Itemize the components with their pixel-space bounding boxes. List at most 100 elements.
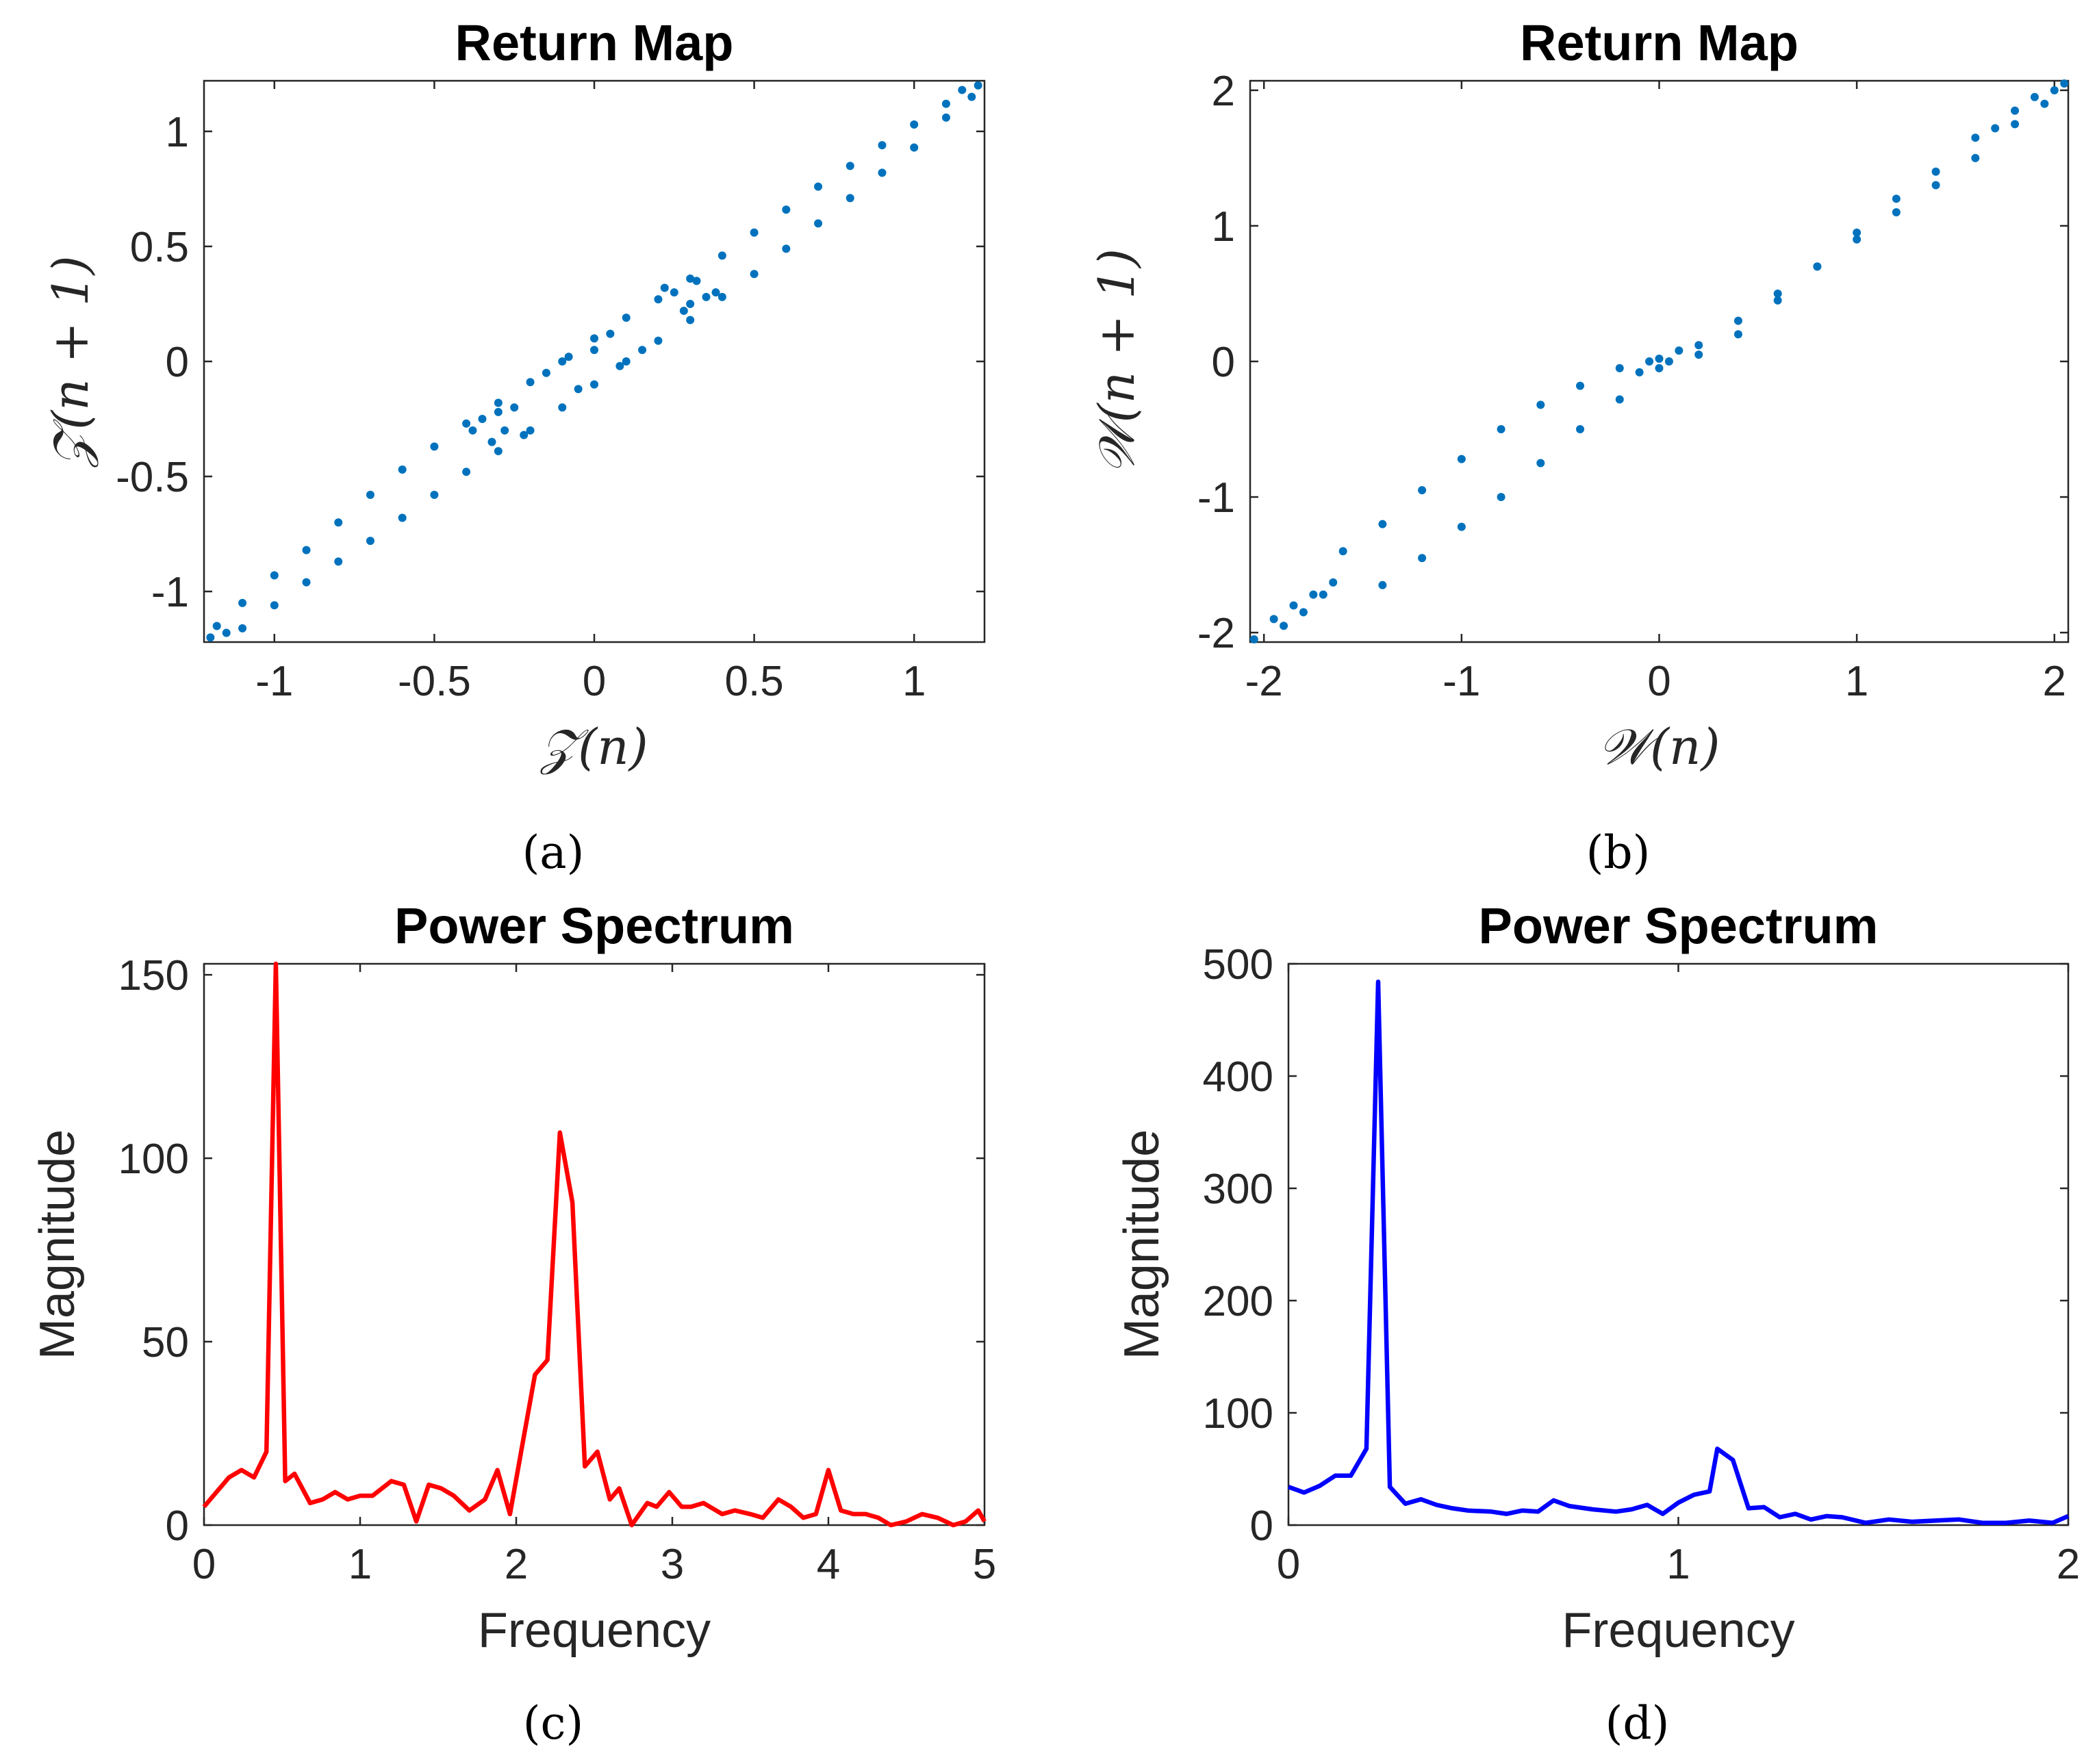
panel-c-x-tick-label: 2 bbox=[505, 1541, 528, 1588]
panel-b-scatter-point bbox=[1299, 608, 1308, 617]
panel-a-scatter-point bbox=[606, 329, 615, 338]
panel-a-scatter-point bbox=[590, 380, 598, 389]
panel-d-y-tick-label: 300 bbox=[1203, 1166, 1273, 1213]
panel-a-scatter-point bbox=[878, 168, 887, 177]
panel-a-scatter-point bbox=[206, 633, 215, 642]
panel-b-scatter-point bbox=[1457, 455, 1466, 463]
panel-a-scatter-point bbox=[654, 336, 663, 345]
panel-b-scatter-point bbox=[1664, 357, 1673, 366]
panel-a-scatter-point bbox=[574, 385, 583, 394]
panel-b-scatter-point bbox=[1289, 601, 1298, 610]
panel-a-y-tick-label: 0.5 bbox=[130, 224, 189, 271]
panel-b-scatter-point bbox=[1675, 346, 1683, 355]
panel-a-scatter-point bbox=[974, 81, 982, 90]
panel-a-scatter-point bbox=[398, 513, 407, 522]
panel-b-scatter-point bbox=[1576, 425, 1585, 434]
panel-a-x-tick-label: -1 bbox=[255, 658, 293, 705]
panel-a-caption: (a) bbox=[522, 826, 585, 879]
panel-c-y-tick-label: 50 bbox=[142, 1319, 189, 1366]
panel-b-x-axis-label: 𝒲(n) bbox=[1598, 718, 1720, 776]
panel-b-scatter-point bbox=[1892, 194, 1901, 203]
panel-d-x-axis-label: Frequency bbox=[1562, 1603, 1794, 1658]
panel-a-scatter-point bbox=[686, 316, 695, 324]
panel-a-scatter-point bbox=[750, 270, 759, 279]
panel-b-y-tick-label: 0 bbox=[1212, 339, 1235, 386]
panel-b-scatter-point bbox=[1497, 493, 1505, 502]
panel-b-scatter-point bbox=[1418, 554, 1427, 563]
panel-a-scatter-point bbox=[717, 251, 726, 260]
panel-b-y-tick-label: 1 bbox=[1212, 203, 1235, 251]
panel-a-x-tick-label: -0.5 bbox=[398, 658, 471, 705]
panel-c-chart-title: Power Spectrum bbox=[394, 897, 794, 954]
panel-a-scatter-point bbox=[654, 295, 663, 304]
panel-b-scatter-point bbox=[1971, 153, 1980, 162]
panel-a-scatter-point bbox=[622, 314, 631, 322]
panel-a-scatter-point bbox=[615, 361, 624, 370]
panel-a-scatter-point bbox=[910, 120, 919, 129]
panel-a-scatter-point bbox=[270, 571, 279, 580]
panel-a-scatter-point bbox=[958, 86, 967, 94]
panel-a-scatter-point bbox=[510, 403, 519, 412]
panel-d-caption: (d) bbox=[1605, 1697, 1670, 1750]
panel-a-scatter-point bbox=[686, 274, 695, 283]
panel-b-scatter-point bbox=[1931, 167, 1940, 176]
panel-a-y-tick-label: -1 bbox=[151, 569, 189, 616]
panel-b-scatter-point bbox=[2040, 99, 2049, 108]
panel-b-scatter-point bbox=[2050, 86, 2059, 94]
panel-b-scatter-point bbox=[1418, 486, 1427, 495]
panel-a-scatter-point bbox=[520, 431, 529, 439]
panel-a-scatter-point bbox=[500, 426, 509, 435]
panel-c-x-tick-label: 4 bbox=[817, 1541, 840, 1588]
panel-a-axes-box bbox=[203, 79, 986, 643]
panel-d-y-tick-label: 500 bbox=[1203, 941, 1273, 988]
panel-a-scatter-point bbox=[590, 334, 598, 343]
panel-d-axes-box bbox=[1287, 962, 2070, 1526]
panel-b-scatter-point bbox=[1853, 228, 1861, 237]
panel-b-scatter-point bbox=[1497, 425, 1505, 434]
panel-b-scatter-point bbox=[1378, 520, 1387, 528]
panel-c-x-axis-label: Frequency bbox=[478, 1603, 711, 1658]
panel-a-x-axis-label: 𝒵(n) bbox=[539, 718, 648, 776]
panel-a-scatter-point bbox=[462, 419, 471, 428]
panel-c-x-tick-label: 5 bbox=[973, 1541, 996, 1588]
panel-a-scatter-point bbox=[542, 368, 550, 377]
panel-d-x-tick-label: 1 bbox=[1666, 1541, 1690, 1588]
panel-a-scatter-point bbox=[846, 162, 854, 170]
panel-a-scatter-point bbox=[782, 205, 791, 214]
panel-c-x-tick-label: 1 bbox=[348, 1541, 372, 1588]
panel-a-scatter-point bbox=[717, 292, 726, 301]
panel-b-scatter-point bbox=[1853, 235, 1861, 244]
panel-a-scatter-point bbox=[302, 546, 311, 554]
panel-a-scatter-point bbox=[494, 447, 503, 456]
panel-b-scatter-point bbox=[1813, 262, 1822, 271]
panel-b-scatter-point bbox=[1536, 400, 1545, 409]
panel-a-scatter-point bbox=[334, 557, 343, 566]
panel-b-scatter-point bbox=[1457, 522, 1466, 531]
panel-b-x-tick-label: -1 bbox=[1443, 658, 1480, 705]
panel-c-y-tick-label: 0 bbox=[166, 1503, 189, 1550]
panel-a-scatter-point bbox=[941, 113, 950, 122]
panel-a-scatter-point bbox=[967, 92, 976, 101]
panel-b-scatter-point bbox=[1655, 355, 1664, 363]
panel-a-scatter-point bbox=[910, 143, 919, 152]
panel-a-scatter-point bbox=[686, 299, 695, 308]
panel-c-x-tick-label: 3 bbox=[661, 1541, 684, 1588]
panel-a-scatter-point bbox=[782, 244, 791, 253]
panel-b-scatter-point bbox=[2011, 106, 2020, 115]
panel-c-spectrum-line bbox=[202, 961, 987, 1528]
panel-a-scatter-point bbox=[334, 518, 343, 527]
panel-a-scatter-point bbox=[222, 628, 231, 637]
panel-d-chart-title: Power Spectrum bbox=[1479, 897, 1879, 954]
panel-b-scatter-point bbox=[2011, 120, 2020, 129]
panel-a-scatter-point bbox=[679, 307, 688, 316]
panel-b-y-tick-label: -2 bbox=[1197, 610, 1235, 657]
panel-b-scatter-point bbox=[1319, 590, 1327, 599]
panel-b-chart-title: Return Map bbox=[1520, 14, 1799, 71]
panel-b-scatter-point bbox=[1971, 133, 1980, 142]
panel-a-scatter-point bbox=[398, 465, 407, 474]
panel-c-y-tick-label: 100 bbox=[118, 1136, 189, 1183]
panel-b-scatter-point bbox=[1615, 395, 1624, 404]
panel-a-scatter-point bbox=[478, 415, 487, 424]
panel-b-scatter-point bbox=[1576, 381, 1585, 390]
